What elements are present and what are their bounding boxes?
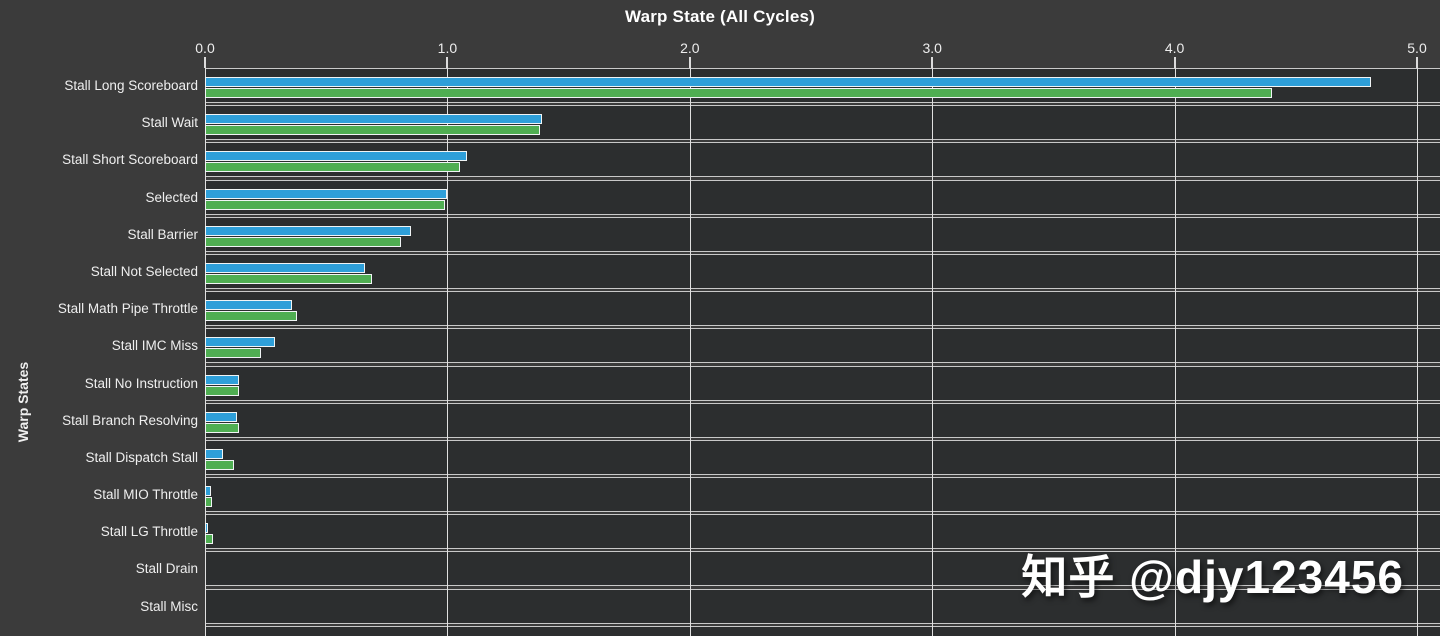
series-blue-bar (205, 448, 224, 459)
x-tick-mark (1173, 57, 1176, 68)
chart-row: Stall Barrier (0, 216, 1440, 252)
series-blue-bar (205, 262, 365, 273)
category-label: Stall Wait (141, 115, 198, 131)
chart-row: Stall Math Pipe Throttle (0, 291, 1440, 327)
series-green-bar (205, 199, 445, 210)
category-label: Stall Short Scoreboard (62, 152, 198, 168)
category-label: Stall MIO Throttle (93, 487, 198, 503)
chart-rows: Stall Long Scoreboard Stall Wait Stall Sho… (0, 68, 1440, 626)
cutoff-row (205, 626, 1440, 636)
gridline (1417, 68, 1418, 636)
row-cell (205, 142, 1440, 178)
row-cell (205, 216, 1440, 252)
chart-title: Warp State (All Cycles) (624, 7, 816, 26)
chart-row: Stall Wait (0, 105, 1440, 141)
series-blue-bar (205, 151, 467, 162)
series-green-bar (205, 422, 239, 433)
row-cell (205, 588, 1440, 624)
row-cell (205, 365, 1440, 401)
row-cell (205, 439, 1440, 475)
chart-row: Selected (0, 179, 1440, 215)
category-label: Stall Barrier (127, 226, 198, 242)
chart-row: Stall Drain (0, 551, 1440, 587)
series-green-bar (205, 125, 540, 136)
row-cell (205, 68, 1440, 103)
gridline (932, 68, 934, 636)
series-green-bar (205, 162, 460, 173)
chart-row: Stall Dispatch Stall (0, 439, 1440, 475)
chart-row: Stall Long Scoreboard (0, 68, 1440, 103)
series-blue-bar (205, 523, 208, 534)
category-label: Selected (145, 189, 198, 205)
series-green-bar (205, 311, 298, 322)
row-cell (205, 402, 1440, 438)
series-blue-bar (205, 411, 237, 422)
series-green-bar (205, 273, 373, 284)
chart-row: Stall Not Selected (0, 253, 1440, 289)
chart-row: Stall LG Throttle (0, 514, 1440, 550)
chart-row: Stall Branch Resolving (0, 402, 1440, 438)
series-green-bar (205, 88, 1272, 98)
chart-row: Stall MIO Throttle (0, 477, 1440, 513)
watermark: 知乎 @djy123456 (1021, 551, 1404, 603)
series-blue-bar (205, 225, 412, 236)
y-axis-title: Warp States (15, 361, 31, 443)
series-green-bar (205, 459, 235, 470)
series-blue-bar (205, 188, 448, 199)
series-blue-bar (205, 337, 276, 348)
category-label: Stall LG Throttle (100, 524, 198, 540)
chart-row: Stall No Instruction (0, 365, 1440, 401)
category-label: Stall Math Pipe Throttle (57, 301, 198, 317)
series-blue-bar (205, 114, 542, 125)
chart-row: Stall IMC Miss (0, 328, 1440, 364)
gridline (1174, 68, 1176, 636)
row-cell (205, 105, 1440, 141)
series-green-bar (205, 348, 261, 359)
row-cell (205, 477, 1440, 513)
x-tick-mark (1416, 57, 1418, 68)
row-cell (205, 291, 1440, 327)
row-cell (205, 179, 1440, 215)
category-label: Stall Long Scoreboard (64, 78, 198, 93)
series-green-bar (205, 236, 402, 247)
series-green-bar (205, 497, 213, 508)
series-blue-bar (205, 374, 239, 385)
x-tick-mark (204, 57, 206, 68)
series-blue-bar (205, 77, 1371, 87)
category-label: Stall Drain (135, 561, 198, 577)
x-tick-label: 2.0 (680, 40, 700, 56)
x-tick-label: 4.0 (1164, 40, 1185, 56)
category-label: Stall No Instruction (84, 375, 198, 391)
series-green-bar (205, 534, 214, 545)
x-tick-label: 1.0 (437, 40, 458, 56)
x-tick-mark (446, 57, 449, 68)
x-tick-mark (688, 57, 691, 68)
gridline (447, 68, 449, 636)
x-tick-mark (931, 57, 934, 68)
x-tick-label: 0.0 (195, 40, 215, 56)
category-label: Stall Dispatch Stall (85, 449, 198, 465)
row-cell (205, 551, 1440, 587)
chart-row: Stall Short Scoreboard (0, 142, 1440, 178)
series-green-bar (205, 385, 239, 396)
row-cell (205, 253, 1440, 289)
x-tick-label: 3.0 (922, 40, 942, 56)
category-label: Stall IMC Miss (111, 338, 198, 354)
row-cell (205, 514, 1440, 550)
series-blue-bar (205, 300, 293, 311)
series-blue-bar (205, 486, 212, 497)
category-label: Stall Not Selected (90, 263, 198, 279)
row-cell (205, 328, 1440, 364)
category-label: Stall Misc (140, 598, 198, 614)
gridline (689, 68, 691, 636)
x-tick-label: 5.0 (1407, 40, 1427, 56)
category-label: Stall Branch Resolving (62, 412, 198, 428)
chart-row: Stall Misc (0, 588, 1440, 624)
